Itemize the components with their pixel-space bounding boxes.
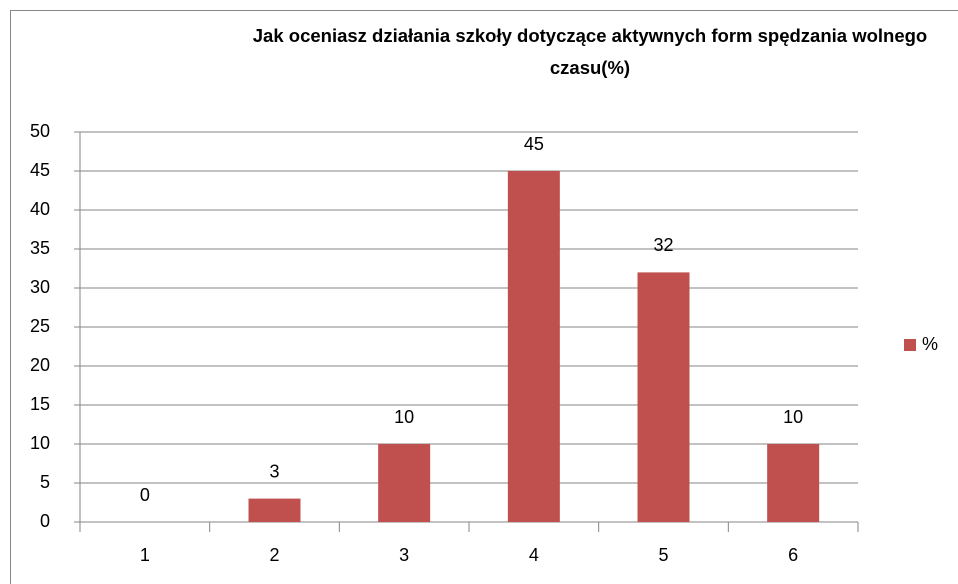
- x-tick-label: 2: [269, 545, 279, 565]
- chart-border: [10, 10, 958, 584]
- x-tick-label: 3: [399, 545, 409, 565]
- y-tick-label: 0: [40, 511, 50, 531]
- y-tick-label: 10: [30, 433, 50, 453]
- legend-swatch: [904, 339, 916, 351]
- data-label: 0: [140, 485, 150, 505]
- legend-label: %: [922, 334, 938, 354]
- y-tick-label: 25: [30, 316, 50, 336]
- data-label: 10: [783, 407, 803, 427]
- bar: [767, 444, 820, 522]
- bar: [507, 171, 560, 522]
- x-tick-label: 5: [658, 545, 668, 565]
- y-tick-label: 50: [30, 121, 50, 141]
- y-tick-label: 20: [30, 355, 50, 375]
- y-tick-label: 5: [40, 472, 50, 492]
- y-tick-label: 30: [30, 277, 50, 297]
- y-tick-label: 40: [30, 199, 50, 219]
- x-tick-label: 6: [788, 545, 798, 565]
- bar: [248, 498, 301, 522]
- chart-title: Jak oceniasz działania szkoły dotyczące …: [252, 25, 928, 78]
- data-label: 10: [394, 407, 414, 427]
- y-tick-label: 15: [30, 394, 50, 414]
- y-tick-label: 45: [30, 160, 50, 180]
- bar: [637, 272, 690, 522]
- bar: [378, 444, 431, 522]
- y-tick-label: 35: [30, 238, 50, 258]
- data-label: 32: [653, 235, 673, 255]
- data-label: 45: [524, 134, 544, 154]
- x-tick-label: 4: [529, 545, 539, 565]
- data-label: 3: [269, 461, 279, 481]
- x-tick-label: 1: [140, 545, 150, 565]
